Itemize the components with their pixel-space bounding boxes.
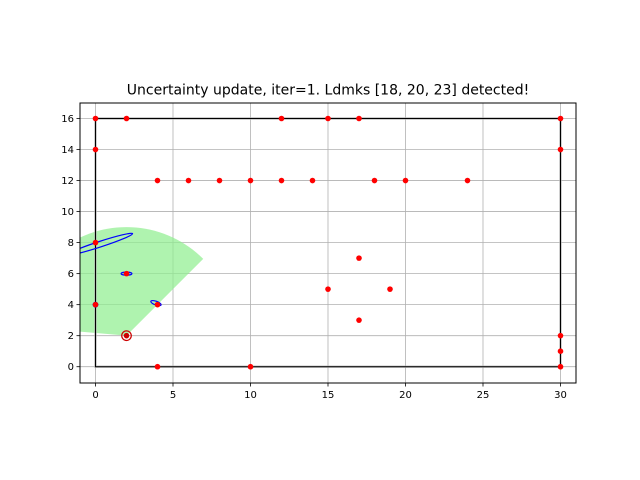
x-tick-label: 20 xyxy=(399,390,412,401)
landmark-point xyxy=(216,177,223,184)
landmark-point xyxy=(325,286,331,292)
landmark-point xyxy=(557,363,564,370)
y-tick-label: 10 xyxy=(61,207,74,218)
x-tick-label: 10 xyxy=(244,390,257,401)
y-tick-label: 2 xyxy=(68,331,74,342)
x-tick-label: 15 xyxy=(322,390,335,401)
robot-pose-ring xyxy=(121,330,132,342)
landmark-point xyxy=(278,115,285,122)
landmark-point xyxy=(371,177,378,184)
landmark-point xyxy=(309,177,316,184)
x-tick-label: 30 xyxy=(554,390,567,401)
landmark-point xyxy=(92,146,99,153)
landmark-point xyxy=(557,332,564,339)
uncertainty-ellipse xyxy=(80,232,134,256)
landmark-point xyxy=(247,177,254,184)
y-tick-label: 16 xyxy=(61,114,74,125)
x-tick-label: 0 xyxy=(92,390,98,401)
landmark-point xyxy=(247,363,254,370)
y-tick-label: 8 xyxy=(68,238,74,249)
robot-pose xyxy=(121,330,132,342)
landmark-point xyxy=(185,177,192,184)
landmark-point xyxy=(92,239,99,246)
y-tick-label: 12 xyxy=(61,176,74,187)
landmark-point xyxy=(464,177,471,184)
landmark-point xyxy=(123,115,130,122)
landmark-point xyxy=(356,255,362,261)
landmark-point xyxy=(154,363,161,370)
landmark-point xyxy=(356,317,362,323)
landmark-point xyxy=(154,301,161,308)
landmark-point xyxy=(92,115,99,122)
y-tick-label: 6 xyxy=(68,269,74,280)
landmark-point xyxy=(557,348,564,354)
x-tick-label: 25 xyxy=(477,390,490,401)
landmark-point xyxy=(557,146,564,153)
landmark-point xyxy=(356,115,362,122)
chart-title: Uncertainty update, iter=1. Ldmks [18, 2… xyxy=(127,83,529,99)
landmark-point xyxy=(387,286,393,292)
landmark-point xyxy=(154,177,161,184)
sensor-fov xyxy=(80,227,204,336)
y-tick-label: 14 xyxy=(61,145,74,156)
landmark-point xyxy=(92,301,99,308)
landmark-point xyxy=(557,115,564,122)
landmark-point xyxy=(402,177,409,184)
robot-pose-dot xyxy=(123,332,130,339)
landmarks xyxy=(92,115,564,370)
landmark-point xyxy=(123,270,130,277)
landmark-point xyxy=(325,115,331,122)
axis-ticks: 0 5 10 15 20 25 30 0 2 4 6 8 10 12 14 16 xyxy=(61,114,567,401)
x-tick-label: 5 xyxy=(170,390,176,401)
sensor-fov-wedge xyxy=(80,227,204,336)
y-tick-label: 0 xyxy=(68,362,74,373)
landmark-point xyxy=(278,177,285,184)
y-tick-label: 4 xyxy=(68,300,74,311)
